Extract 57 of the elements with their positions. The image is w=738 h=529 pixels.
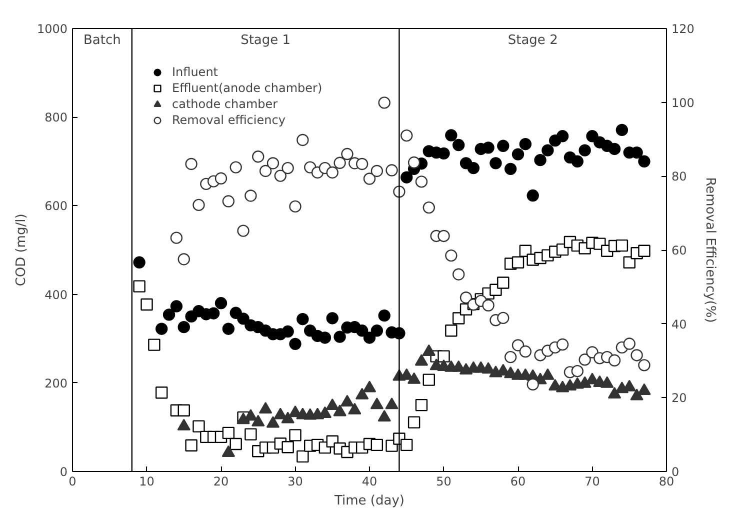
point bbox=[630, 388, 644, 400]
point bbox=[638, 383, 651, 395]
point bbox=[244, 409, 258, 421]
x-tick-label: 0 bbox=[68, 474, 76, 488]
point bbox=[333, 404, 346, 416]
annotation: Stage 1 bbox=[240, 33, 291, 48]
y-axis-title: COD (mg/l) bbox=[14, 214, 29, 286]
x-tick-label: 50 bbox=[436, 474, 452, 488]
point bbox=[177, 418, 190, 430]
y-tick-label: 400 bbox=[44, 288, 68, 302]
y2-tick-label: 120 bbox=[672, 22, 694, 36]
annotation: Stage 2 bbox=[508, 33, 558, 48]
point bbox=[326, 398, 339, 410]
point bbox=[252, 414, 265, 426]
point bbox=[258, 402, 272, 414]
y-tick-label: 1000 bbox=[36, 22, 68, 36]
x-tick-label: 60 bbox=[510, 474, 526, 488]
point bbox=[385, 398, 398, 410]
y-tick-label: 200 bbox=[44, 376, 68, 390]
point bbox=[414, 354, 428, 366]
x-tick-label: 40 bbox=[362, 474, 378, 488]
x-tick-label: 80 bbox=[658, 474, 674, 488]
y-tick-label: 0 bbox=[60, 465, 68, 479]
point bbox=[266, 416, 280, 428]
y2-tick-label: 40 bbox=[672, 317, 687, 332]
point bbox=[355, 388, 369, 400]
point bbox=[600, 376, 614, 388]
point bbox=[281, 412, 294, 424]
point bbox=[541, 368, 554, 380]
x-axis-title: Time (day) bbox=[334, 494, 405, 508]
x-tick-label: 20 bbox=[213, 474, 229, 488]
point bbox=[407, 372, 421, 384]
point bbox=[370, 398, 384, 410]
y2-tick-label: 80 bbox=[672, 170, 687, 184]
point bbox=[422, 344, 436, 356]
point bbox=[348, 402, 362, 414]
point bbox=[608, 386, 622, 398]
y2-tick-label: 20 bbox=[672, 391, 687, 406]
x-tick-label: 70 bbox=[584, 474, 600, 488]
legend-label: Removal efficiency bbox=[172, 112, 286, 128]
point bbox=[340, 394, 354, 406]
point bbox=[274, 408, 287, 420]
y-tick-label: 800 bbox=[44, 110, 68, 125]
x-tick-label: 10 bbox=[139, 474, 154, 488]
x-tick-label: 30 bbox=[288, 474, 303, 488]
y2-tick-label: 60 bbox=[672, 244, 687, 258]
y2-tick-label: 0 bbox=[672, 465, 680, 479]
legend-label: Effluent(anode chamber) bbox=[172, 80, 322, 96]
annotation: Batch bbox=[84, 33, 121, 48]
point bbox=[378, 410, 391, 422]
legend-label: cathode chamber bbox=[172, 96, 278, 112]
y2-tick-label: 100 bbox=[672, 96, 694, 110]
point bbox=[362, 380, 376, 392]
y2-axis-title: Removal Efficiency(%) bbox=[702, 177, 718, 323]
y-tick-label: 600 bbox=[44, 199, 68, 214]
point bbox=[222, 445, 236, 457]
legend-label: Influent bbox=[172, 64, 218, 80]
